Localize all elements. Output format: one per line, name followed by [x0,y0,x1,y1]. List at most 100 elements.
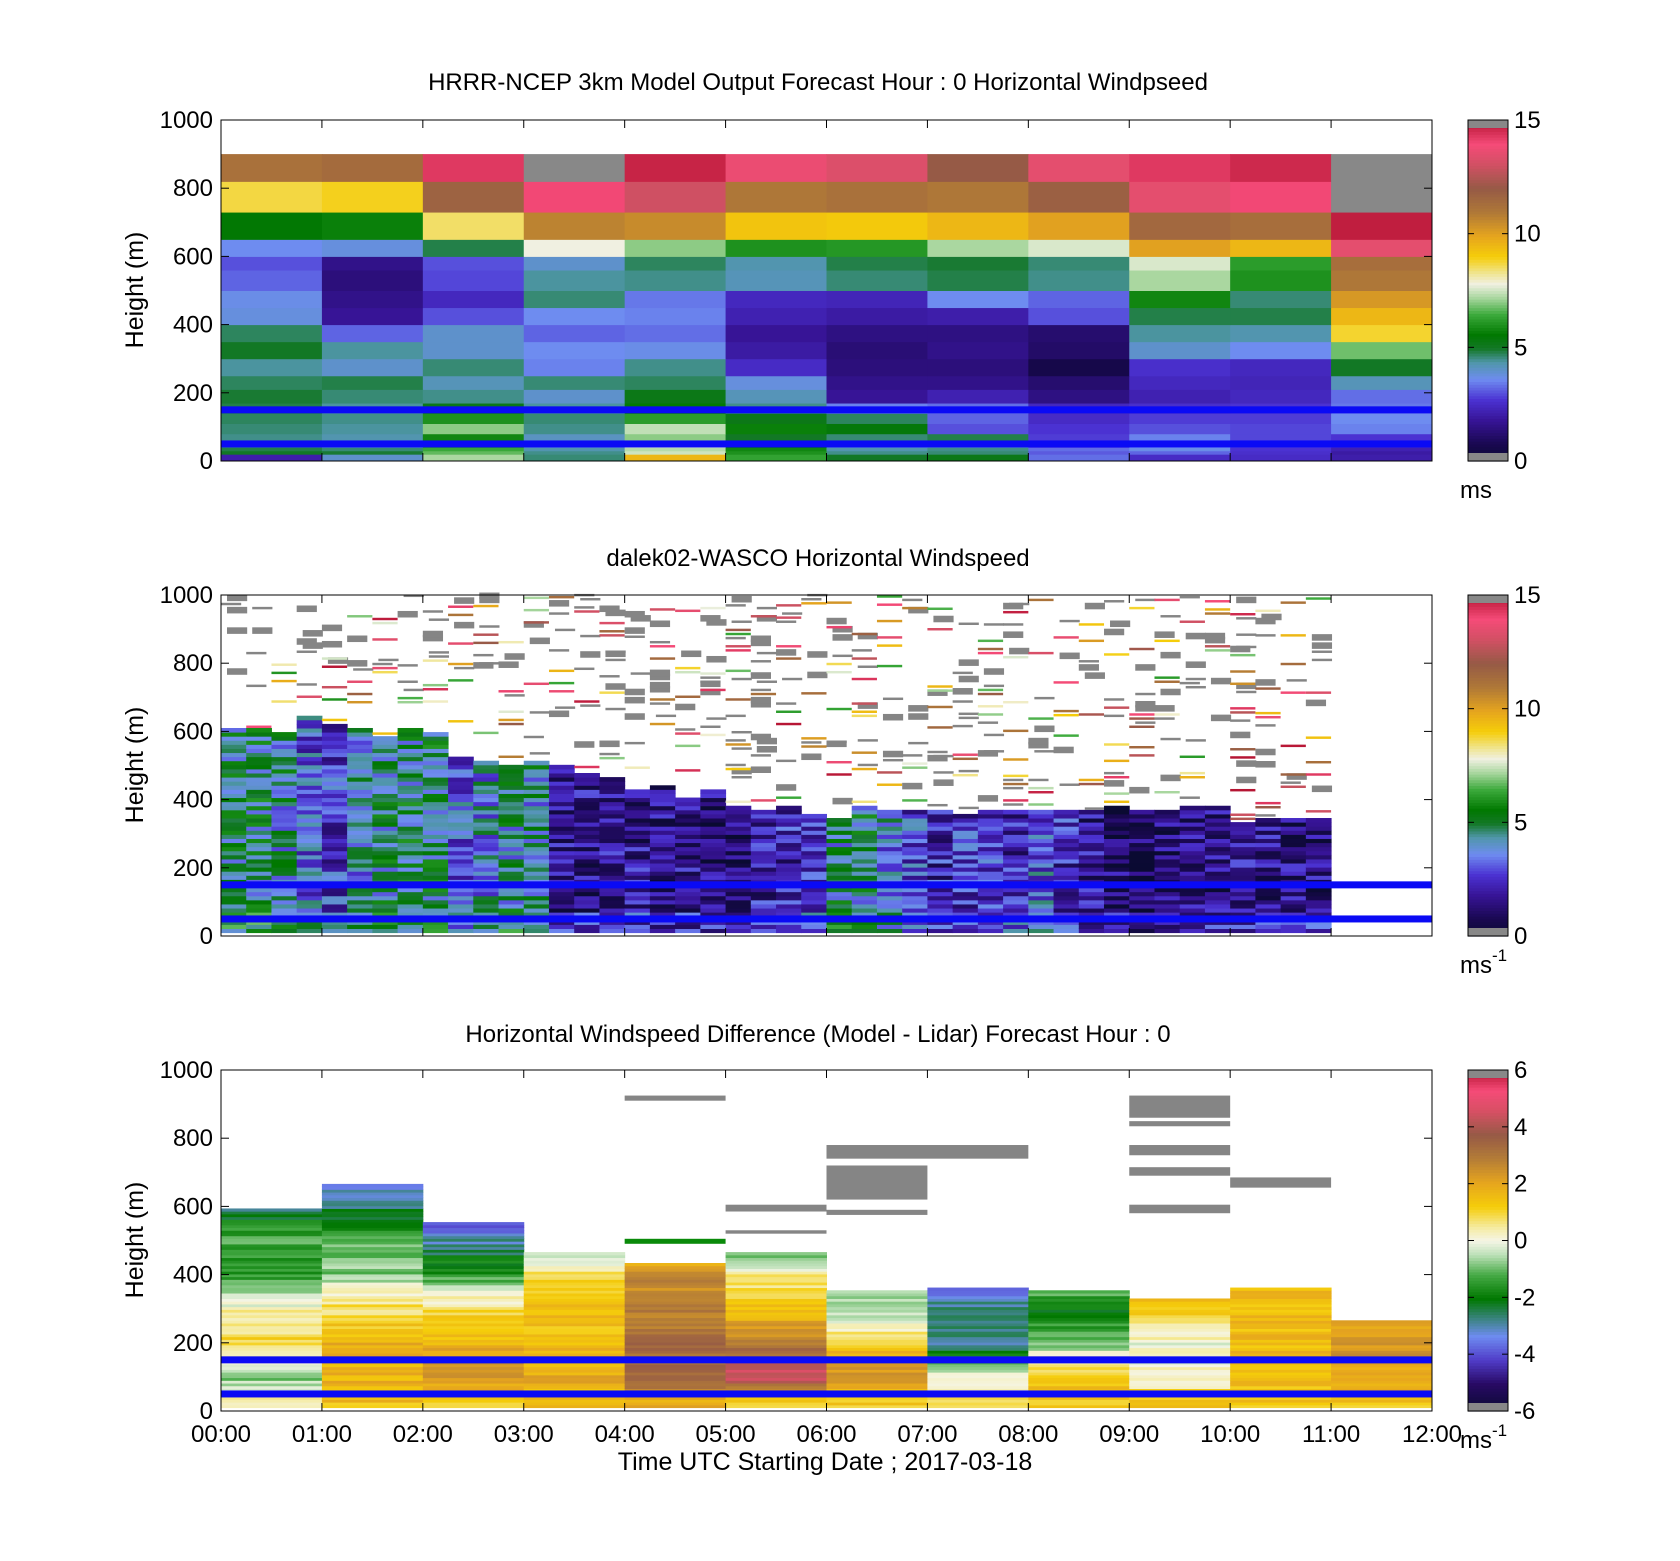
colorbar-swatch [1468,867,1508,872]
colorbar-tick-label: 10 [1514,696,1541,723]
sparse-return-cell [523,608,549,612]
flagged-cell [750,639,771,647]
profile-cell [397,858,424,864]
profile-cell [523,760,550,766]
sparse-return-cell [927,705,953,709]
colorbar-swatch [1468,1371,1508,1375]
profile-cell [1078,850,1105,856]
profile-cell [599,903,626,909]
profile-cell [927,903,954,909]
profile-cell [246,797,272,803]
profile-cell [750,912,777,917]
profile-cell [271,858,298,864]
profile-cell [826,838,853,844]
flagged-cell [1084,602,1105,610]
profile-cell [1129,867,1155,872]
flagged-cell [605,609,626,617]
profile-cell [448,818,474,823]
reference-line-150m [221,406,1432,414]
heatmap-cell [725,239,827,257]
heatmap-cell [927,239,1029,257]
profile-cell [1028,834,1055,839]
difference-cell [1028,1353,1130,1357]
profile-cell [599,858,626,864]
difference-cell [221,1293,323,1297]
profile-cell [1003,903,1029,909]
heatmap-cell [927,454,1029,462]
profile-cell [574,903,600,909]
sparse-return-cell [1154,680,1180,683]
colorbar-swatch [1468,301,1508,306]
profile-cell [1104,887,1130,893]
difference-cell [725,1402,827,1406]
difference-cell [826,1293,928,1297]
heatmap-cell [422,154,525,182]
profile-cell [1230,854,1256,860]
profile-cell [700,842,727,848]
profile-cell [851,867,878,872]
profile-cell [725,805,752,811]
difference-cell [321,1399,424,1403]
colorbar-swatch [1468,259,1508,263]
profile-cell [750,846,777,852]
profile-cell [1179,826,1206,831]
flagged-cell [1028,741,1049,749]
sparse-return-cell [876,664,903,668]
heatmap-cell [321,413,424,424]
profile-cell [801,924,827,929]
profile-cell [271,891,298,897]
heatmap-cell [221,433,323,442]
profile-cell [523,903,550,909]
sparse-return-cell [851,632,877,636]
colorbar-swatch [1468,688,1508,693]
profile-cell [523,764,550,770]
profile-cell [372,752,399,758]
difference-cell [1230,1344,1332,1349]
profile-cell [624,809,651,815]
difference-cell [1028,1301,1130,1305]
profile-cell [649,838,676,844]
profile-cell [523,781,550,786]
profile-cell [649,842,676,848]
profile-cell [1078,895,1105,901]
profile-cell [1003,826,1029,831]
profile-cell [372,805,399,811]
y-tick-label: 1000 [160,1057,213,1084]
profile-cell [422,908,449,913]
flagged-cell [554,706,576,709]
difference-cell [1028,1347,1130,1351]
sparse-return-cell [776,616,802,619]
profile-cell [448,822,474,827]
difference-cell [422,1287,525,1291]
heatmap-cell [1230,341,1332,360]
colorbar-swatch [1468,176,1508,181]
difference-cell [221,1260,323,1264]
heatmap-cell [624,154,727,182]
profile-cell [725,818,752,823]
difference-cell [624,1380,727,1384]
profile-cell [750,875,777,880]
y-tick-label: 600 [173,1193,213,1220]
colorbar-swatch [1468,793,1508,798]
difference-cell [523,1347,626,1351]
sparse-return-cell [977,692,1004,696]
heatmap-cell [927,181,1029,213]
difference-cell [1230,1402,1332,1406]
profile-cell [372,736,399,741]
flagged-cell [933,615,954,623]
profile-cell [1230,912,1256,917]
profile-cell [347,732,373,737]
heatmap-cell [1230,290,1332,309]
difference-cell [1129,1402,1231,1406]
difference-cell [927,1331,1029,1335]
profile-cell [473,801,500,807]
difference-cell [321,1333,424,1338]
difference-cell [1230,1312,1332,1316]
profile-cell [372,760,399,766]
sparse-return-cell [1204,608,1231,611]
profile-cell [725,887,752,893]
flagged-cell [1255,748,1276,756]
profile-cell [1280,830,1307,835]
profile-cell [1305,830,1332,835]
profile-cell [523,773,550,778]
